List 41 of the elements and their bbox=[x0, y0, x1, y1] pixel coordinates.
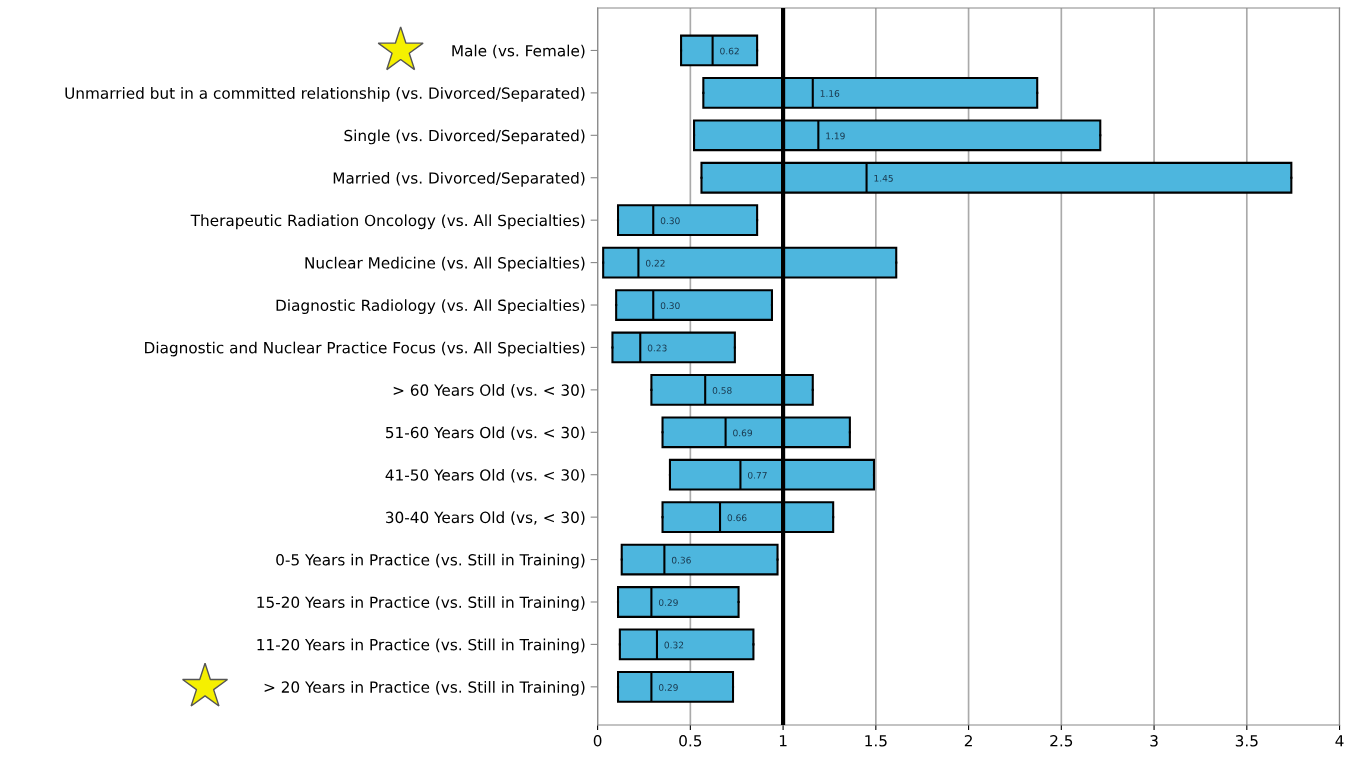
y-tick-label: Male (vs. Female) bbox=[452, 44, 585, 59]
y-tick-label: Diagnostic and Nuclear Practice Focus (vs. All Specialties) bbox=[145, 341, 585, 357]
x-tick-label: 4 bbox=[1335, 735, 1344, 747]
annotation: 0.22 bbox=[645, 259, 665, 267]
y-tick-label: > 60 Years Old (vs. < 30) bbox=[393, 384, 585, 398]
x-tick-label: 1.5 bbox=[865, 735, 887, 747]
x-tick-label: 2 bbox=[964, 735, 972, 747]
annotation: 0.69 bbox=[733, 429, 752, 437]
annotation: 1.19 bbox=[826, 132, 845, 140]
x-tick-label: 0.5 bbox=[679, 735, 702, 747]
y-tick-label: > 20 Years in Practice (vs. Still in Training) bbox=[264, 681, 585, 696]
annotation: 0.36 bbox=[671, 556, 691, 564]
y-tick-label: Unmarried but in a committed relationship (vs. Divorced/Separated) bbox=[65, 87, 585, 102]
annotation: 0.29 bbox=[658, 599, 678, 606]
y-tick-label: 15-20 Years in Practice (vs. Still in Training) bbox=[257, 596, 585, 611]
x-tick-label: 3.5 bbox=[1235, 735, 1258, 747]
y-tick-label: Nuclear Medicine (vs. All Specialties) bbox=[305, 256, 585, 272]
y-tick-label: Single (vs. Divorced/Separated) bbox=[344, 129, 585, 145]
annotation: 0.77 bbox=[747, 471, 767, 479]
annotation: 0.30 bbox=[660, 302, 680, 310]
y-tick-label: Married (vs. Divorced/Separated) bbox=[333, 171, 585, 187]
y-tick-label: Diagnostic Radiology (vs. All Specialties) bbox=[276, 299, 585, 314]
annotation: 0.30 bbox=[660, 217, 680, 225]
y-tick-label: 11-20 Years in Practice (vs. Still in Training) bbox=[257, 638, 585, 654]
annotation: 1.16 bbox=[820, 90, 840, 97]
annotation: 0.66 bbox=[727, 514, 747, 522]
annotation: 0.23 bbox=[647, 344, 667, 352]
annotation: 1.45 bbox=[874, 175, 893, 182]
annotation: 0.32 bbox=[664, 641, 684, 649]
y-tick-label: 51-60 Years Old (vs. < 30) bbox=[386, 426, 585, 441]
y-tick-label: 30-40 Years Old (vs, < 30) bbox=[385, 511, 585, 525]
x-tick-label: 3 bbox=[1150, 735, 1158, 747]
y-tick-label: 41-50 Years Old (vs. < 30) bbox=[385, 468, 585, 483]
annotation: 0.62 bbox=[720, 47, 739, 55]
y-tick-label: 0-5 Years in Practice (vs. Still in Training) bbox=[276, 553, 585, 569]
x-tick-label: 2.5 bbox=[1050, 735, 1073, 747]
y-tick-label: Therapeutic Radiation Oncology (vs. All Specialties) bbox=[190, 214, 585, 230]
x-tick-label: 1 bbox=[779, 735, 787, 747]
annotation: 0.29 bbox=[658, 684, 678, 691]
annotation: 0.58 bbox=[712, 387, 732, 394]
x-tick-label: 0 bbox=[593, 735, 602, 747]
